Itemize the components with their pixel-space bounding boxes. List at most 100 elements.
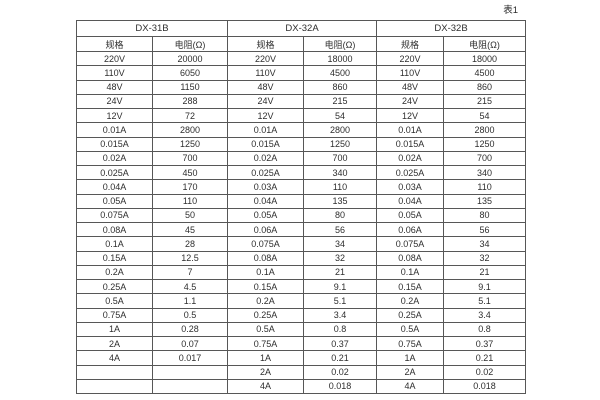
spec-cell: 1A: [76, 321, 153, 338]
resistance-cell: 2800: [443, 122, 527, 138]
resistance-cell: 21: [443, 264, 527, 281]
resistance-cell: 5.1: [303, 293, 378, 309]
resistance-cell: 0.37: [443, 335, 527, 352]
spec-cell: 48V: [227, 79, 305, 95]
resistance-cell: 170: [151, 179, 229, 195]
col-header-resistance: 电阻(Ω): [151, 36, 229, 52]
col-header-spec: 规格: [227, 36, 305, 52]
table-row: 0.15A 12.5 0.08A 32 0.08A 32: [76, 250, 527, 266]
table-row: 0.075A 50 0.05A 80 0.05A 80: [76, 207, 527, 224]
spec-cell: 12V: [76, 107, 153, 124]
resistance-cell: 0.8: [303, 321, 378, 338]
resistance-cell: 1150: [151, 79, 229, 95]
spec-cell: 48V: [376, 79, 445, 95]
resistance-cell: 860: [303, 79, 378, 95]
resistance-cell: 50: [151, 207, 229, 224]
table-row: 2A 0.07 0.75A 0.37 0.75A 0.37: [76, 335, 527, 352]
spec-cell: 0.08A: [227, 250, 305, 266]
resistance-cell: 0.8: [443, 321, 527, 338]
spec-cell: 24V: [76, 93, 153, 110]
table-row: 0.04A 170 0.03A 110 0.03A 110: [76, 179, 527, 195]
resistance-cell: 54: [443, 107, 527, 124]
resistance-cell: 288: [151, 93, 229, 110]
resistance-cell: 34: [443, 236, 527, 252]
spec-cell: 0.05A: [227, 207, 305, 224]
spec-cell: 2A: [376, 364, 445, 380]
resistance-cell: 135: [303, 193, 378, 209]
resistance-cell: 0.21: [303, 350, 378, 366]
spec-cell: 4A: [376, 378, 445, 395]
resistance-cell: 340: [443, 164, 527, 181]
resistance-cell: 1250: [303, 136, 378, 152]
spec-cell: 0.08A: [376, 250, 445, 266]
resistance-cell: 1250: [151, 136, 229, 152]
table-row: 0.01A 2800 0.01A 2800 0.01A 2800: [76, 122, 527, 138]
spec-cell: 1A: [376, 350, 445, 366]
spec-cell: 12V: [227, 107, 305, 124]
resistance-cell: 6050: [151, 65, 229, 81]
spec-cell: 0.25A: [376, 307, 445, 323]
col-header-spec: 规格: [76, 36, 153, 52]
resistance-cell: 80: [303, 207, 378, 224]
spec-cell: 220V: [227, 50, 305, 67]
resistance-cell: 18000: [303, 50, 378, 67]
table-row: 1A 0.28 0.5A 0.8 0.5A 0.8: [76, 321, 527, 338]
table-row: 0.015A 1250 0.015A 1250 0.015A 1250: [76, 136, 527, 152]
resistance-cell: 0.37: [303, 335, 378, 352]
spec-cell: 110V: [76, 65, 153, 81]
spec-cell: 0.06A: [227, 221, 305, 238]
spec-cell: 0.2A: [376, 293, 445, 309]
spec-cell: 0.015A: [376, 136, 445, 152]
spec-cell: 0.75A: [227, 335, 305, 352]
spec-cell: 220V: [376, 50, 445, 67]
spec-cell: 0.75A: [76, 307, 153, 323]
spec-cell: 0.02A: [227, 150, 305, 167]
resistance-cell: 34: [303, 236, 378, 252]
resistance-cell: 18000: [443, 50, 527, 67]
resistance-cell: 700: [303, 150, 378, 167]
col-header-resistance: 电阻(Ω): [303, 36, 378, 52]
spec-cell: 0.03A: [376, 179, 445, 195]
spec-cell: 0.075A: [76, 207, 153, 224]
table-row: 0.25A 4.5 0.15A 9.1 0.15A 9.1: [76, 278, 527, 295]
spec-cell: 24V: [376, 93, 445, 110]
resistance-cell: 32: [443, 250, 527, 266]
spec-cell: 0.15A: [227, 278, 305, 295]
spec-cell: 0.075A: [376, 236, 445, 252]
spec-cell: 24V: [227, 93, 305, 110]
resistance-cell: 0.017: [151, 350, 229, 366]
resistance-cell: 28: [151, 236, 229, 252]
resistance-cell: 3.4: [443, 307, 527, 323]
resistance-cell: 340: [303, 164, 378, 181]
table-body: 220V 20000 220V 18000 220V 18000 110V 6050 110V 4…: [76, 50, 527, 395]
spec-cell: 0.015A: [227, 136, 305, 152]
resistance-cell: 2800: [303, 122, 378, 138]
resistance-cell: 860: [443, 79, 527, 95]
group-header-row: DX-31B DX-32A DX-32B: [75, 20, 527, 37]
spec-cell: 12V: [376, 107, 445, 124]
spec-cell: [76, 378, 153, 395]
spec-cell: 0.5A: [227, 321, 305, 338]
resistance-cell: 2800: [151, 122, 229, 138]
spec-cell: 0.025A: [227, 164, 305, 181]
spec-cell: 48V: [76, 79, 153, 95]
resistance-cell: 215: [303, 93, 378, 110]
spec-cell: 0.02A: [376, 150, 445, 167]
spec-cell: 0.025A: [376, 164, 445, 181]
table-row: 0.2A 7 0.1A 21 0.1A 21: [76, 264, 527, 281]
table-row: 0.75A 0.5 0.25A 3.4 0.25A 3.4: [76, 307, 527, 323]
resistance-cell: 9.1: [303, 278, 378, 295]
spec-cell: 0.06A: [376, 221, 445, 238]
resistance-cell: 0.02: [303, 364, 378, 380]
resistance-cell: 21: [303, 264, 378, 281]
spec-cell: 0.1A: [76, 236, 153, 252]
resistance-cell: 0.018: [443, 378, 527, 395]
table-row: 0.5A 1.1 0.2A 5.1 0.2A 5.1: [76, 293, 527, 309]
resistance-cell: 110: [151, 193, 229, 209]
spec-cell: 0.25A: [76, 278, 153, 295]
table-row: 12V 72 12V 54 12V 54: [76, 107, 527, 124]
spec-cell: 0.2A: [76, 264, 153, 281]
table-row: 0.1A 28 0.075A 34 0.075A 34: [76, 236, 527, 252]
spec-cell: 0.25A: [227, 307, 305, 323]
resistance-cell: 0.02: [443, 364, 527, 380]
